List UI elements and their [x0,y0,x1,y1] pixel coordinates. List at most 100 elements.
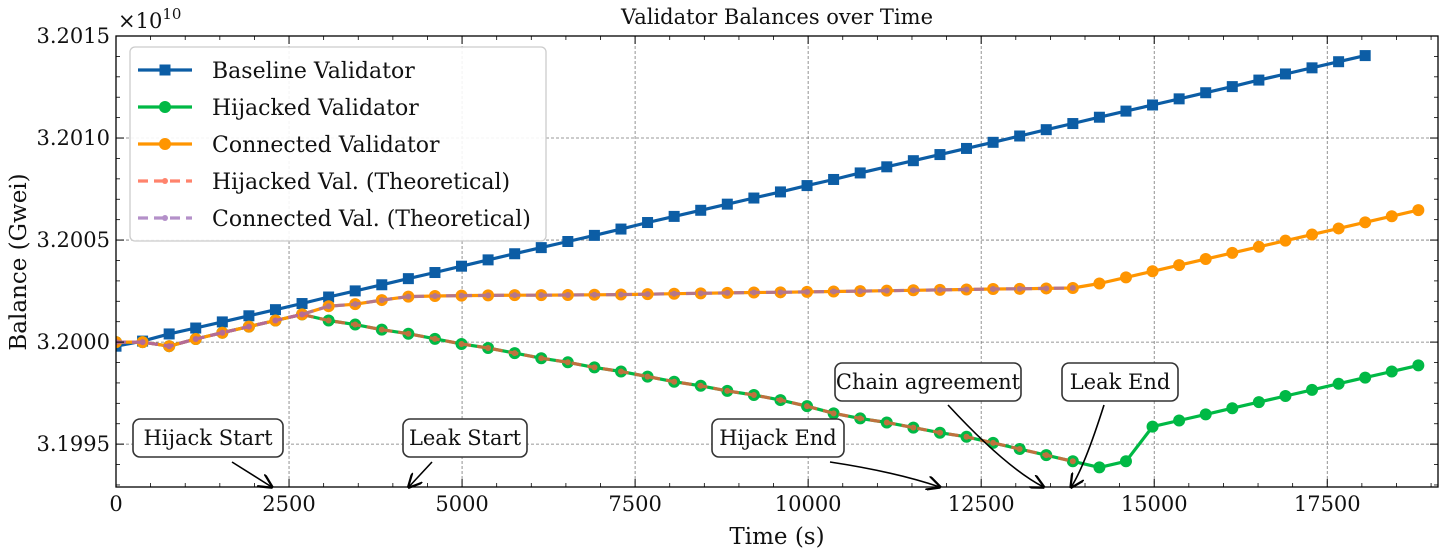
data-point [272,317,279,324]
data-point [1279,234,1292,247]
data-point [591,364,598,371]
legend-box [129,46,547,242]
legend-item [138,101,192,113]
x-tick-label: 5000 [435,492,488,516]
data-point [1306,228,1319,241]
data-point [1359,371,1372,384]
data-point [801,180,813,192]
data-point [431,292,438,299]
annotation-arrow [231,461,272,487]
data-point [883,287,890,294]
data-point [881,161,893,173]
data-point [1332,377,1345,390]
x-tick-label: 17500 [1294,492,1361,516]
annotation-arrow [947,404,1043,487]
data-point [485,345,492,352]
annotation-box [834,362,1022,402]
data-point [1306,383,1319,396]
data-point [1016,285,1023,292]
data-point [1016,446,1023,453]
x-tick-label: 15000 [1121,492,1188,516]
legend-item [138,138,192,150]
data-point [1252,396,1265,409]
data-point [299,311,306,318]
data-point [830,410,837,417]
data-point [1014,130,1026,142]
data-point [721,198,733,210]
data-point [378,326,385,333]
data-point [190,322,202,334]
plot-frame [115,35,1439,488]
data-point [323,291,335,303]
data-point [139,339,146,346]
annotation: Chain agreement [834,362,1043,487]
legend-label: Connected Val. (Theoretical) [212,207,531,232]
data-point [1253,74,1265,86]
data-point [1412,204,1425,217]
data-point [1173,414,1186,427]
data-point [1120,105,1132,117]
data-point [1385,365,1398,378]
data-point [485,292,492,299]
annotation: Hijack Start [132,418,284,487]
data-point [378,297,385,304]
series-connected-val-theoretical [116,285,1076,350]
data-point [668,210,680,222]
data-point [538,355,545,362]
data-point [219,329,226,336]
data-point [458,340,465,347]
annotation: Leak Start [402,418,528,487]
legend-item [138,215,192,221]
annotation: Hijack End [711,418,940,487]
data-point [644,373,651,380]
data-point [456,260,468,272]
data-point [617,368,624,375]
y-tick-label: 3.2015 [37,24,110,48]
data-point [538,292,545,299]
data-point [1252,240,1265,253]
data-point [482,254,494,266]
data-point [1226,246,1239,259]
data-point [777,397,784,404]
data-point [644,291,651,298]
x-tick-label: 2500 [262,492,315,516]
data-point [405,293,412,300]
data-point [777,289,784,296]
data-point [1119,455,1132,468]
data-point [1043,452,1050,459]
data-point [910,424,917,431]
data-point [1226,81,1238,93]
data-point [828,173,840,185]
y-tick-label: 3.1995 [37,432,110,456]
data-point [166,343,173,350]
data-point [1359,216,1372,229]
annotation-box [1061,362,1179,402]
data-point [216,316,228,328]
data-point [1332,222,1345,235]
data-point [671,378,678,385]
data-point [642,217,654,229]
data-point [987,136,999,148]
legend-label: Hijacked Val. (Theoretical) [212,170,510,195]
data-point [1067,118,1079,130]
tick-layer: 0 2500 5000 7500 10000 12500 15000 17500 3.1995 3… [37,24,1438,516]
data-point [615,223,627,235]
chart-title: Validator Balances over Time [620,5,933,29]
data-point [695,204,707,216]
legend-marker [159,101,171,113]
x-tick-label: 7500 [608,492,661,516]
series-group [116,50,1425,474]
data-point [857,288,864,295]
data-point [1119,271,1132,284]
data-point [1333,56,1345,68]
data-point [990,286,997,293]
y-tick-label: 3.2005 [37,228,110,252]
data-point [1146,265,1159,278]
data-point [804,288,811,295]
annotation: Leak End [1061,362,1179,487]
data-point [562,236,574,248]
x-axis-title: Time (s) [729,524,824,550]
data-point [192,336,199,343]
data-point [697,382,704,389]
